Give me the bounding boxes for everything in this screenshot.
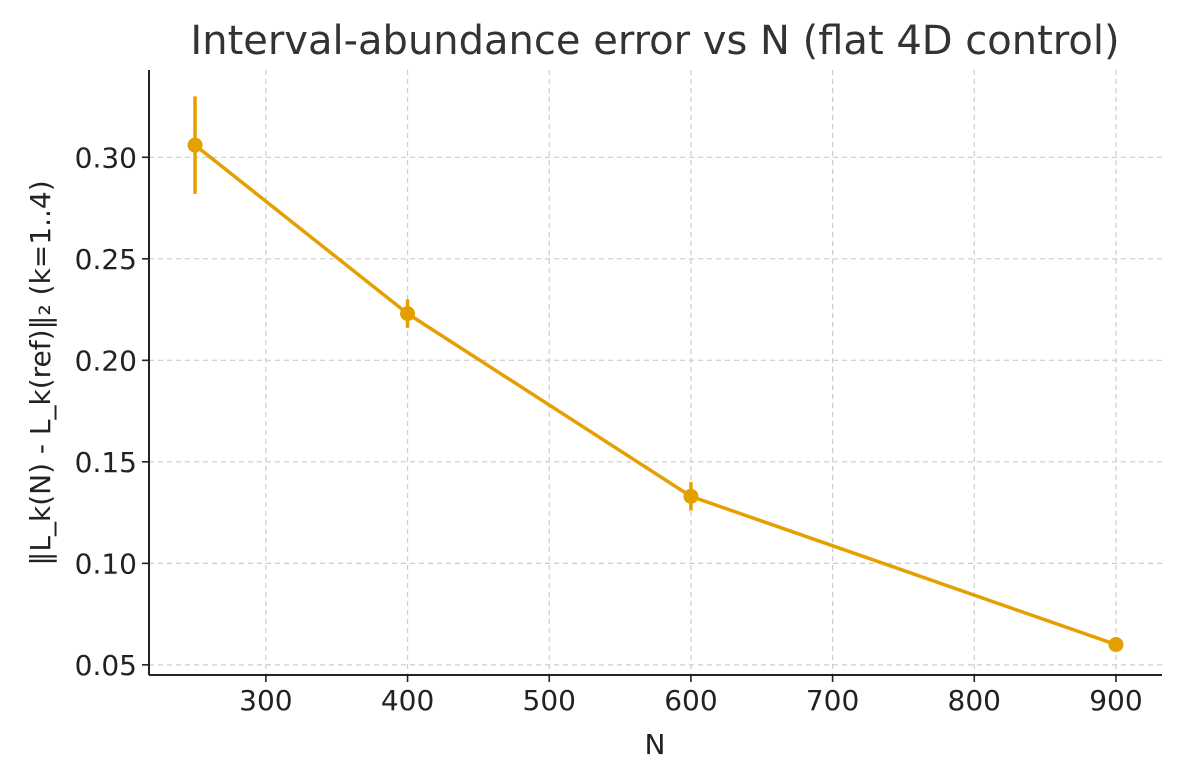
y-axis-label: ‖L_k(N) - L_k(ref)‖₂ (k=1..4): [24, 180, 57, 565]
y-tick-label-3: 0.20: [75, 344, 137, 377]
series-0-point-0: [187, 137, 203, 153]
ticks-layer: 300 400 500 600 700 800 900 0.05 0.10 0.15 0.20 0.2…: [75, 141, 1143, 717]
y-tick-label-5: 0.30: [75, 141, 137, 174]
series-0-point-2: [683, 488, 699, 504]
y-tick-label-4: 0.25: [75, 243, 137, 276]
chart-title: Interval-abundance error vs N (flat 4D c…: [190, 18, 1119, 64]
y-tick-label-0: 0.05: [75, 649, 137, 682]
y-tick-label-2: 0.15: [75, 446, 137, 479]
x-axis-label: N: [645, 728, 666, 761]
series-layer: [187, 96, 1124, 653]
series-0-point-3: [1108, 637, 1124, 653]
grid-layer: [149, 70, 1162, 675]
x-tick-label-0: 300: [239, 684, 292, 717]
x-tick-label-6: 900: [1089, 684, 1142, 717]
series-0-line: [193, 143, 1118, 647]
series-0-point-1: [400, 306, 416, 322]
x-tick-label-4: 700: [806, 684, 859, 717]
x-tick-label-1: 400: [381, 684, 434, 717]
x-tick-label-3: 600: [664, 684, 717, 717]
axes-layer: [148, 70, 1162, 676]
x-tick-label-5: 800: [948, 684, 1001, 717]
x-tick-label-2: 500: [523, 684, 576, 717]
y-tick-label-1: 0.10: [75, 547, 137, 580]
